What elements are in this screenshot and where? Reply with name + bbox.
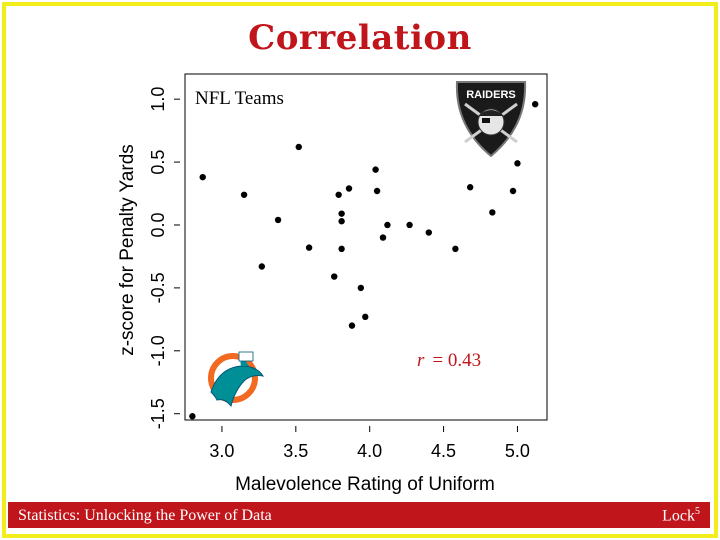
raiders-helmet-icon	[478, 110, 504, 116]
data-point	[466, 184, 474, 191]
data-point	[406, 221, 413, 229]
y-tick-label: 0.0	[148, 212, 168, 237]
data-point	[274, 216, 282, 224]
data-point	[384, 221, 391, 229]
data-point	[509, 187, 517, 195]
data-point	[425, 229, 432, 236]
correlation-annotation: r = 0.43	[417, 350, 481, 371]
footer-lock5: Lock5	[662, 506, 700, 525]
data-point	[258, 263, 266, 270]
y-tick-label: -1.0	[148, 335, 168, 366]
data-point	[514, 160, 521, 167]
y-tick-label: 1.0	[148, 87, 168, 112]
data-point	[489, 209, 496, 216]
x-tick-label: 4.0	[357, 441, 382, 461]
plot-area	[184, 73, 548, 421]
data-point	[338, 218, 345, 225]
x-tick-label: 5.0	[505, 441, 530, 461]
footer-lock-superscript: 5	[695, 506, 700, 517]
data-point	[379, 234, 387, 241]
chart-title: NFL Teams	[195, 88, 284, 109]
raiders-logo-text: RAIDERS	[466, 89, 516, 101]
raiders-logo: RAIDERS	[455, 81, 527, 158]
data-point	[452, 245, 459, 253]
data-point	[357, 284, 365, 292]
footer-lock-text: Lock	[662, 507, 695, 525]
data-point	[531, 100, 539, 108]
y-tick-label: 0.5	[148, 150, 168, 175]
y-axis-label: z-score for Penalty Yards	[117, 144, 138, 356]
data-point	[189, 413, 196, 420]
r-symbol: r	[417, 350, 425, 371]
x-tick-label: 4.5	[431, 441, 456, 461]
data-point	[338, 210, 345, 217]
data-point	[338, 245, 345, 253]
data-point	[372, 166, 379, 173]
footer-book-title: Statistics: Unlocking the Power of Data	[18, 507, 272, 524]
slide-title: Correlation	[248, 18, 472, 58]
data-point	[345, 185, 353, 192]
x-axis-label: Malevolence Rating of Uniform	[235, 474, 495, 495]
raiders-eyepatch-icon	[482, 118, 490, 123]
dolphins-logo	[208, 351, 265, 408]
data-point	[335, 191, 342, 198]
data-point	[362, 313, 369, 321]
x-tick-label: 3.0	[209, 441, 234, 461]
data-point	[348, 322, 356, 329]
data-point	[373, 187, 381, 195]
dolphin-helmet-icon	[238, 351, 254, 362]
data-point	[305, 244, 313, 251]
y-tick-label: -0.5	[148, 272, 168, 303]
r-value: = 0.43	[432, 350, 481, 371]
y-tick-label: -1.5	[148, 398, 168, 429]
x-tick-label: 3.5	[283, 441, 308, 461]
data-point	[331, 273, 338, 280]
data-point	[199, 173, 206, 181]
data-point	[295, 143, 302, 151]
footer-bar: Statistics: Unlocking the Power of Data …	[8, 502, 710, 528]
data-point	[240, 191, 248, 198]
